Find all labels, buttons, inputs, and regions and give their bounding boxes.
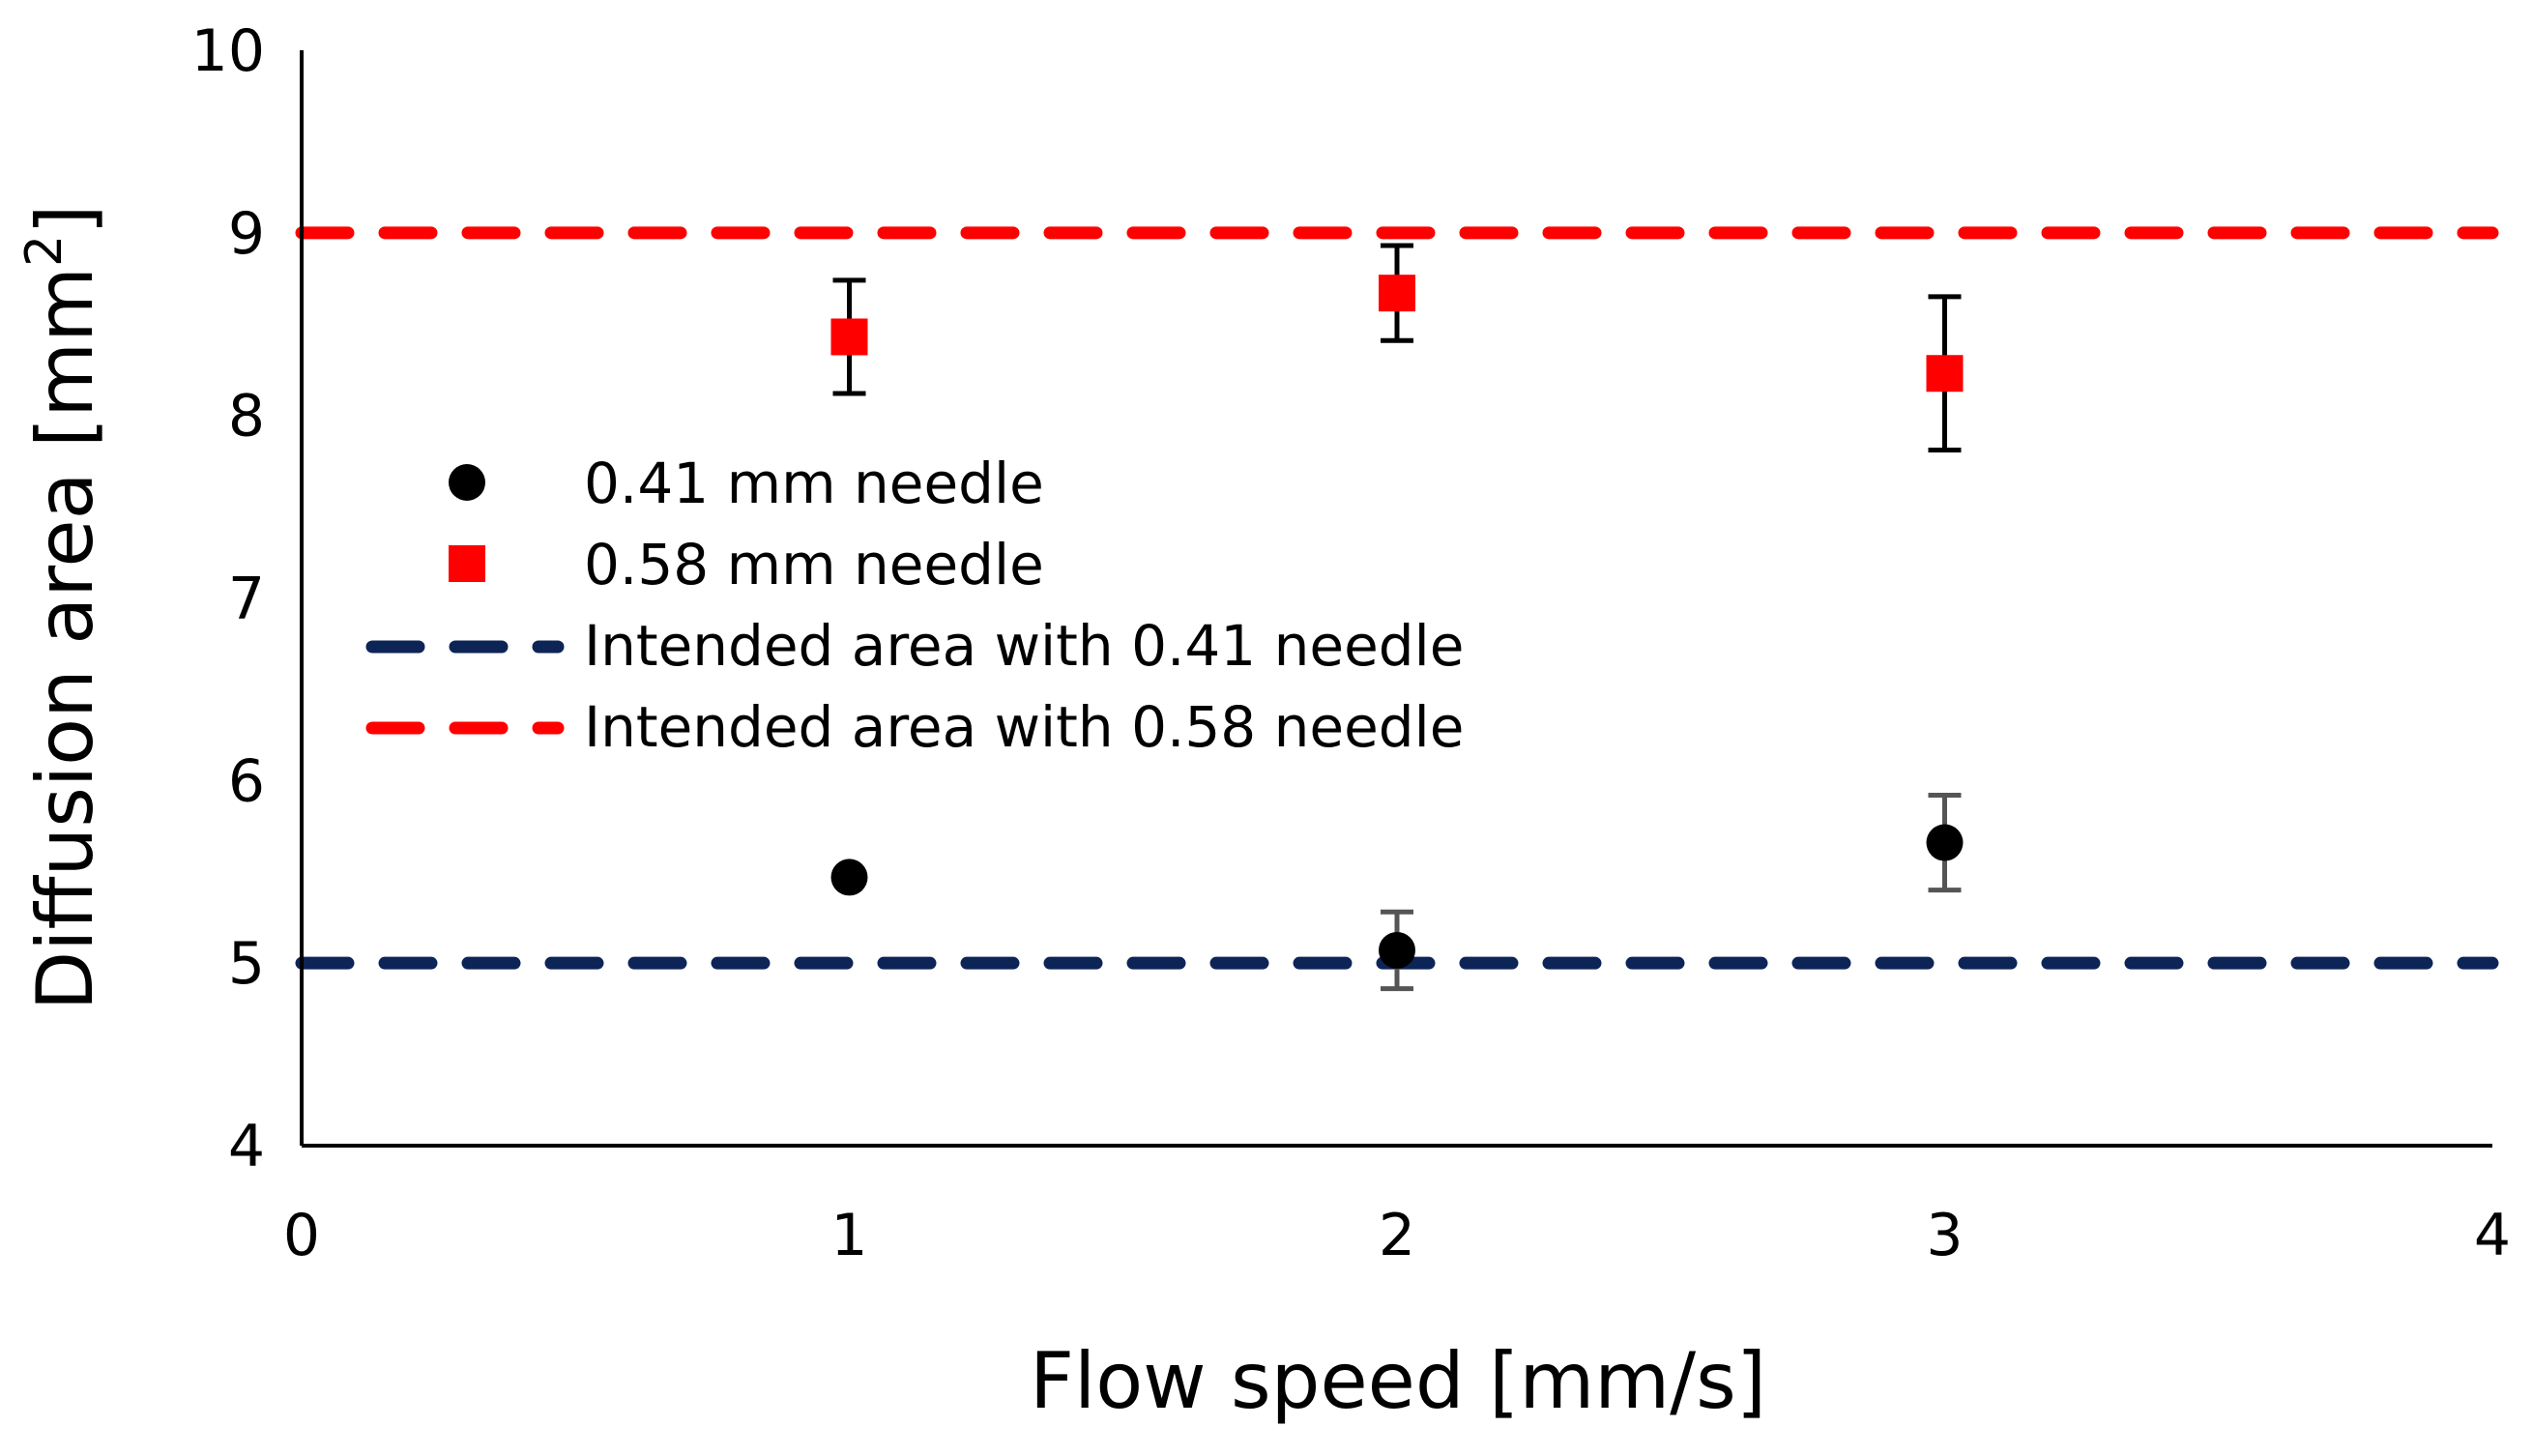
y-axis-title-close: ] [20,205,110,235]
legend-marker [449,464,485,501]
y-axis-title: Diffusion area [mm2] [15,205,110,1011]
y-tick-label: 5 [228,930,265,998]
legend-label: Intended area with 0.58 needle [584,694,1464,760]
x-tick-label: 0 [283,1202,320,1269]
x-axis-title: Flow speed [mm/s] [1030,1336,1766,1426]
y-tick-label: 8 [228,383,265,451]
x-tick-label: 1 [830,1202,867,1269]
axes [300,50,2492,1148]
data-point [1926,824,1964,861]
y-tick-label: 4 [228,1113,265,1180]
tick-labels: 0 1 2 3 4 4 5 6 7 8 9 10 [191,17,2511,1269]
data-point [1926,355,1964,393]
legend-marker [449,545,485,582]
y-axis-title-superscript: 2 [15,235,73,267]
data-point [1379,275,1415,312]
y-axis-title-main: Diffusion area [mm [20,267,110,1011]
y-tick-label: 6 [228,747,265,815]
x-tick-label: 4 [2474,1202,2511,1269]
y-tick-label: 9 [228,200,265,268]
x-tick-label: 2 [1379,1202,1415,1269]
data-point [830,318,868,356]
y-tick-label: 10 [191,17,265,85]
data-points [830,275,1964,969]
data-point [1379,931,1415,969]
legend-label: Intended area with 0.41 needle [584,613,1464,679]
legend: 0.41 mm needle 0.58 mm needle Intended are… [365,451,1464,760]
y-tick-label: 7 [228,566,265,633]
x-tick-label: 3 [1926,1202,1963,1269]
legend-label: 0.58 mm needle [584,532,1044,597]
legend-label: 0.41 mm needle [584,451,1044,516]
data-point [830,859,868,896]
